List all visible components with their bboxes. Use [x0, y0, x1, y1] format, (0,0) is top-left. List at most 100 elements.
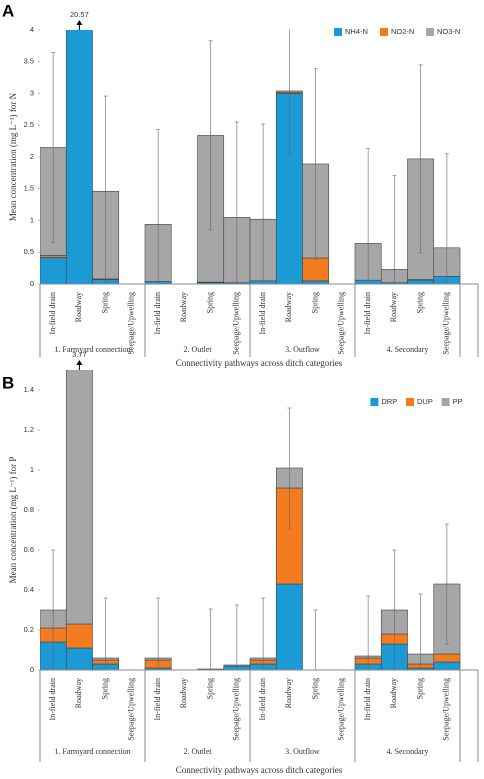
x-tick-label: Roadway: [74, 292, 83, 322]
plot-area: [40, 370, 461, 670]
error-bar: [366, 148, 371, 284]
x-tick-label: Spring: [415, 292, 424, 313]
panel-label: B: [2, 373, 14, 392]
x-tick-label: Roadway: [389, 678, 398, 708]
annotation: 3.77: [72, 350, 87, 359]
panel-label: A: [2, 1, 14, 20]
x-tick-label: In-field drain: [363, 292, 372, 334]
x-tick-label: In-field drain: [48, 678, 57, 720]
error-bar: [208, 40, 213, 231]
x-tick-label: In-field drain: [153, 678, 162, 720]
y-tick-label: 0.2: [24, 625, 34, 634]
error-bar: [313, 609, 318, 670]
x-tick-label: Seepage/Upwelling: [232, 292, 241, 355]
error-bar: [392, 549, 397, 670]
bar-segment: [302, 257, 330, 282]
y-tick-label: 3.5: [24, 57, 34, 66]
x-tick-label: Seepage/Upwelling: [127, 678, 136, 741]
group-label: 3. Outflow: [285, 345, 320, 354]
plot-area: [40, 30, 461, 284]
y-tick-label: 0.5: [24, 247, 34, 256]
x-tick-label: Spring: [310, 292, 319, 313]
y-tick-label: 0.4: [24, 585, 34, 594]
error-bar: [287, 407, 292, 529]
x-tick-label: Roadway: [389, 292, 398, 322]
legend-label: DUP: [417, 397, 433, 406]
x-tick-label: Seepage/Upwelling: [337, 678, 346, 741]
x-tick-label: In-field drain: [258, 292, 267, 334]
legend-swatch: [441, 398, 450, 406]
group-label: 4. Secondary: [387, 345, 429, 354]
x-tick-label: Spring: [310, 678, 319, 699]
x-tick-label: In-field drain: [48, 292, 57, 334]
legend-label: NH4-N: [345, 27, 368, 36]
error-bar: [366, 595, 371, 670]
x-tick-label: Roadway: [284, 678, 293, 708]
error-bar: [156, 597, 161, 670]
legend-swatch: [334, 28, 342, 36]
group-label: 4. Secondary: [387, 747, 429, 756]
error-bar: [103, 95, 108, 284]
y-tick-label: 3: [30, 88, 34, 97]
x-tick-label: Seepage/Upwelling: [442, 292, 451, 355]
error-bar: [208, 608, 213, 670]
x-tick-label: In-field drain: [153, 292, 162, 334]
y-tick-label: 0.8: [24, 505, 34, 514]
group-label: 3. Outflow: [285, 747, 320, 756]
y-tick-label: 1: [30, 465, 34, 474]
annotation-arrowhead: [76, 360, 83, 365]
error-bar: [313, 68, 318, 260]
bar-segment: [65, 370, 93, 625]
bar-segment: [65, 623, 93, 649]
error-bar: [418, 593, 423, 670]
legend-label: PP: [453, 397, 463, 406]
x-tick-label: Seepage/Upwelling: [337, 292, 346, 355]
x-axis-label: Connectivity pathways across ditch categ…: [176, 765, 343, 775]
x-tick-label: Seepage/Upwelling: [127, 292, 136, 355]
error-bar: [444, 523, 449, 645]
y-tick-label: 2: [30, 152, 34, 161]
y-axis-label: Mean concentration (mg L⁻¹) for N: [8, 92, 18, 221]
legend-label: DRP: [381, 397, 397, 406]
error-bar: [287, 30, 292, 155]
error-bar: [51, 549, 56, 670]
y-tick-label: 0.6: [24, 545, 34, 554]
x-tick-label: In-field drain: [258, 678, 267, 720]
legend-swatch: [380, 28, 388, 36]
legend-swatch: [370, 398, 379, 406]
y-tick-label: 0: [30, 279, 34, 288]
error-bar: [392, 175, 397, 284]
x-tick-label: Roadway: [74, 678, 83, 708]
annotation-arrowhead: [76, 20, 83, 25]
error-bar: [444, 153, 449, 284]
y-tick-label: 2.5: [24, 120, 34, 129]
bar-segment: [40, 257, 67, 284]
y-tick-label: 1: [30, 215, 34, 224]
bar-segment: [65, 647, 93, 670]
x-tick-label: Roadway: [179, 678, 188, 708]
bar-segment: [433, 661, 461, 670]
legend-swatch: [426, 28, 434, 36]
x-tick-label: Roadway: [284, 292, 293, 322]
error-bar: [234, 604, 239, 670]
group-label: 1. Farmyard connection: [54, 345, 130, 354]
y-tick-label: 1.2: [24, 425, 34, 434]
x-tick-label: Spring: [100, 678, 109, 699]
bar-segment: [407, 279, 435, 284]
x-tick-label: Roadway: [179, 292, 188, 322]
x-tick-label: Spring: [205, 292, 214, 313]
x-tick-label: Seepage/Upwelling: [442, 678, 451, 741]
x-axis-label: Connectivity pathways across ditch categ…: [176, 358, 343, 368]
bar-segment: [275, 583, 303, 670]
y-tick-label: 0: [30, 665, 34, 674]
legend-label: NO2-N: [391, 27, 414, 36]
error-bar: [51, 51, 56, 244]
y-axis-label: Mean concentration (mg L⁻¹) for P: [8, 457, 18, 584]
y-tick-label: 1.5: [24, 184, 34, 193]
y-tick-label: 1.4: [24, 385, 34, 394]
bar-segment: [65, 30, 93, 284]
group-label: 2. Outlet: [184, 345, 213, 354]
error-bar: [261, 123, 266, 284]
error-bar: [103, 597, 108, 670]
